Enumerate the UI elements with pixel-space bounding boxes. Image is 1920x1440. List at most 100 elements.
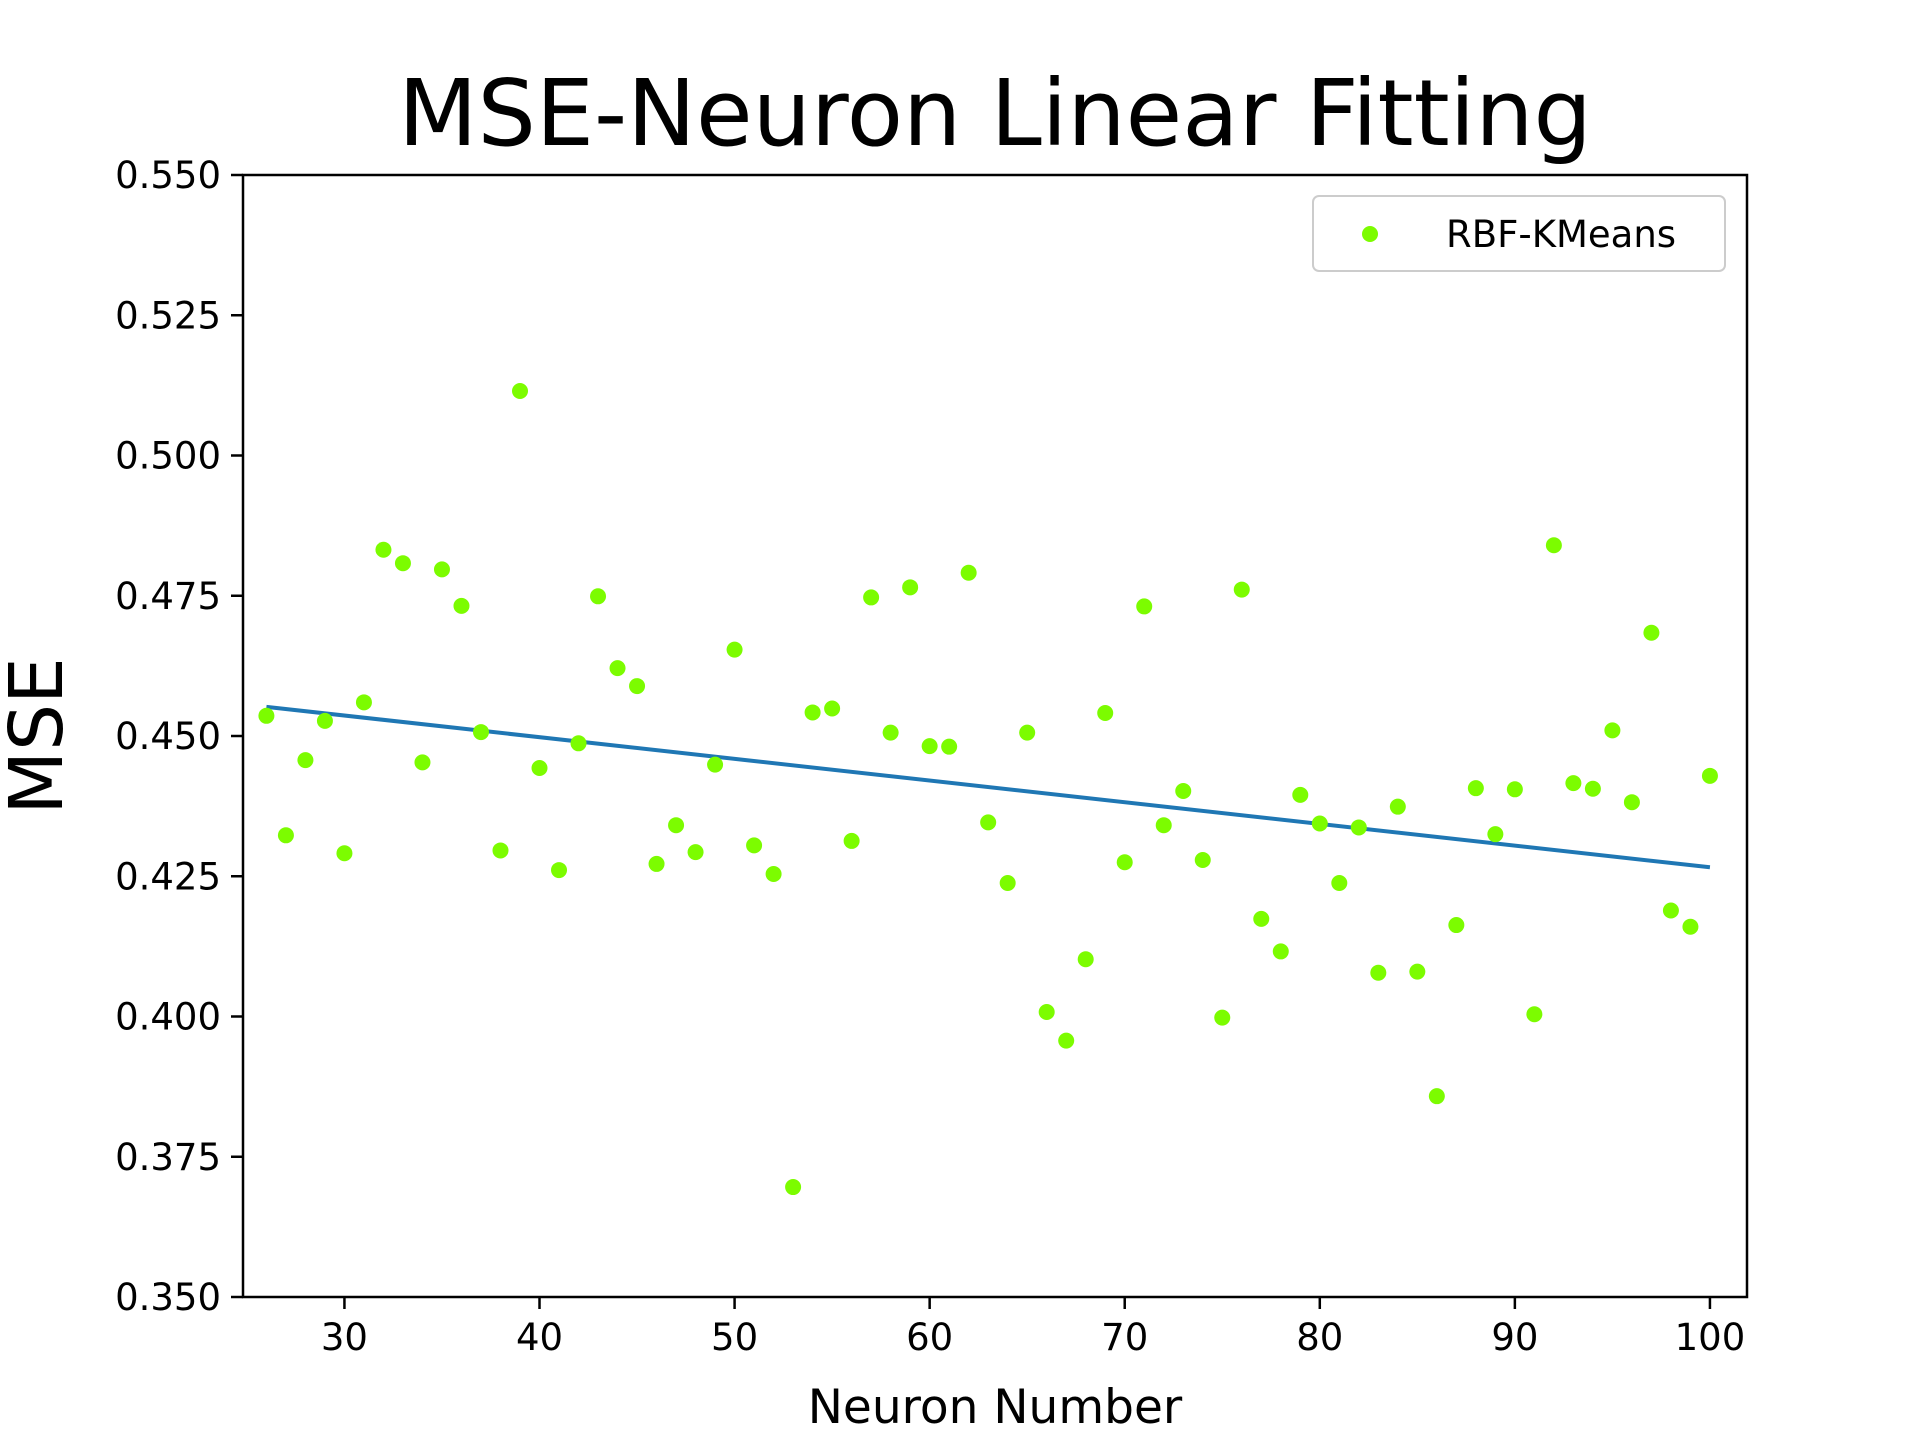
data-point [355, 694, 372, 711]
data-point [1175, 782, 1192, 799]
data-point [1467, 780, 1484, 797]
data-point [746, 837, 763, 854]
data-point [1038, 1004, 1055, 1021]
chart-title: MSE-Neuron Linear Fitting [398, 60, 1592, 167]
data-point [433, 561, 450, 578]
y-tick-label: 0.425 [115, 855, 221, 898]
data-point [1584, 780, 1601, 797]
x-tick-label: 40 [516, 1316, 563, 1359]
data-point [1331, 874, 1348, 891]
data-point [258, 707, 275, 724]
y-axis-label: MSE [0, 657, 80, 815]
data-point [1233, 581, 1250, 598]
data-point [785, 1179, 802, 1196]
data-point [648, 855, 665, 872]
plot-area [243, 175, 1747, 1297]
data-point [414, 754, 431, 771]
data-point [570, 735, 587, 752]
x-axis-label: Neuron Number [808, 1380, 1183, 1435]
data-point [375, 541, 392, 558]
data-point [1077, 951, 1094, 968]
data-point [765, 866, 782, 883]
x-tick-label: 50 [711, 1316, 758, 1359]
legend: RBF-KMeans [1312, 195, 1726, 272]
y-tick-label: 0.550 [115, 154, 221, 197]
x-axis: 30 40 50 60 70 80 90 100 [321, 1297, 1745, 1359]
data-point [1487, 826, 1504, 843]
data-point [687, 844, 704, 861]
data-point [512, 382, 529, 399]
data-point [668, 817, 685, 834]
x-tick-label: 80 [1296, 1316, 1343, 1359]
data-point [960, 564, 977, 581]
data-point [921, 738, 938, 755]
data-point [1194, 851, 1211, 868]
data-point [980, 814, 997, 831]
x-tick-label: 30 [321, 1316, 368, 1359]
y-tick-label: 0.500 [115, 435, 221, 478]
data-point [941, 738, 958, 755]
x-tick-label: 70 [1101, 1316, 1148, 1359]
data-point [863, 589, 880, 606]
data-point [1565, 775, 1582, 792]
x-tick-label: 90 [1491, 1316, 1538, 1359]
data-point [1701, 767, 1718, 784]
legend-box [1312, 195, 1726, 272]
fit-line-layer [266, 704, 1711, 870]
data-point [1253, 910, 1270, 927]
data-point [999, 874, 1016, 891]
data-point [707, 756, 724, 773]
x-tick-label: 60 [906, 1316, 953, 1359]
data-point [1136, 598, 1153, 615]
data-point [1272, 943, 1289, 960]
data-point [590, 588, 607, 605]
data-point [1428, 1088, 1445, 1105]
y-tick-label: 0.450 [115, 715, 221, 758]
data-point [1097, 704, 1114, 721]
data-point [297, 752, 314, 769]
x-tick-label: 100 [1675, 1316, 1746, 1359]
data-point [1643, 624, 1660, 641]
y-tick-label: 0.375 [115, 1136, 221, 1179]
data-point [1116, 854, 1133, 871]
data-point [531, 759, 548, 776]
y-tick-label: 0.475 [115, 575, 221, 618]
data-point [1545, 537, 1562, 554]
y-tick-label: 0.525 [115, 294, 221, 337]
data-point [882, 724, 899, 741]
data-point [1662, 902, 1679, 919]
data-point [609, 660, 626, 677]
fit-line [266, 704, 1711, 870]
legend-label: RBF-KMeans [1446, 213, 1676, 256]
data-point [1311, 815, 1328, 832]
data-point [1526, 1006, 1543, 1023]
data-point [1389, 798, 1406, 815]
data-point [1370, 964, 1387, 981]
data-point [277, 827, 294, 844]
y-axis: 0.350 0.375 0.400 0.425 0.450 0.475 0.500 0.525… [115, 154, 243, 1319]
data-point [726, 641, 743, 658]
data-point [824, 700, 841, 717]
data-point [453, 597, 470, 614]
data-point [1623, 794, 1640, 811]
data-point [394, 555, 411, 572]
data-point [1292, 786, 1309, 803]
data-point [1214, 1009, 1231, 1026]
legend-marker [1362, 226, 1378, 242]
data-point [1409, 963, 1426, 980]
data-point [1604, 722, 1621, 739]
data-point [1506, 781, 1523, 798]
data-point [1019, 724, 1036, 741]
points-layer [258, 382, 1718, 1196]
data-point [336, 845, 353, 862]
data-point [843, 832, 860, 849]
y-tick-label: 0.350 [115, 1276, 221, 1319]
data-point [629, 678, 646, 695]
data-point [902, 579, 919, 596]
data-point [1350, 819, 1367, 836]
data-point [1448, 917, 1465, 934]
y-tick-label: 0.400 [115, 996, 221, 1039]
data-point [316, 712, 333, 729]
data-point [1058, 1032, 1075, 1049]
